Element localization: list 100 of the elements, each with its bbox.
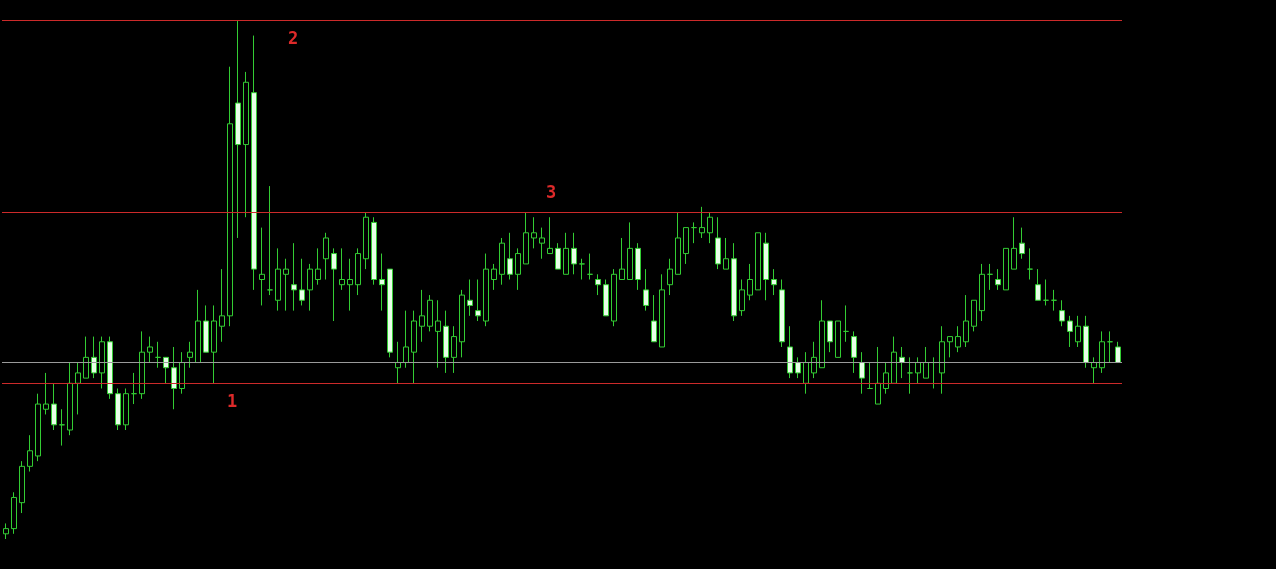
candlestick bbox=[11, 491, 17, 535]
candlestick bbox=[123, 387, 129, 431]
candlestick bbox=[571, 232, 577, 275]
candlestick bbox=[419, 289, 425, 343]
candlestick bbox=[267, 185, 273, 296]
candlestick bbox=[91, 336, 97, 379]
candlestick bbox=[499, 237, 505, 286]
candlestick bbox=[1115, 341, 1121, 364]
candlestick bbox=[603, 279, 609, 317]
candlestick bbox=[523, 211, 529, 265]
candlestick bbox=[459, 289, 465, 358]
candlestick bbox=[1035, 268, 1041, 301]
candlestick bbox=[1075, 315, 1081, 348]
candlestick bbox=[331, 247, 337, 322]
candlestick bbox=[387, 268, 393, 358]
candlestick bbox=[891, 336, 897, 384]
candlestick bbox=[235, 19, 241, 239]
candlestick bbox=[963, 294, 969, 348]
candlestick bbox=[403, 310, 409, 369]
candlestick bbox=[131, 372, 137, 405]
candlestick bbox=[283, 258, 289, 312]
candlestick bbox=[683, 227, 689, 265]
candlestick bbox=[483, 253, 489, 327]
candlestick bbox=[931, 356, 937, 389]
candlestick bbox=[531, 216, 537, 249]
candlestick bbox=[827, 320, 833, 353]
candlestick bbox=[155, 341, 161, 369]
candlestick bbox=[803, 351, 809, 395]
candlestick bbox=[539, 227, 545, 260]
candlestick bbox=[955, 325, 961, 353]
candlestick bbox=[1051, 289, 1057, 312]
candlestick bbox=[587, 253, 593, 280]
candlestick bbox=[731, 242, 737, 322]
candlestick bbox=[579, 258, 585, 280]
candlestick bbox=[555, 242, 561, 270]
candlestick bbox=[811, 341, 817, 379]
candlestick bbox=[291, 242, 297, 312]
candlestick bbox=[923, 346, 929, 379]
candlestick bbox=[411, 310, 417, 384]
candlestick bbox=[83, 336, 89, 379]
candlestick bbox=[259, 227, 265, 306]
candlestick bbox=[1019, 227, 1025, 260]
candlestick bbox=[339, 247, 345, 291]
candlestick bbox=[347, 258, 353, 312]
candlestick bbox=[723, 237, 729, 270]
candlestick bbox=[19, 460, 25, 514]
candlestick bbox=[875, 346, 881, 405]
candlestick bbox=[59, 408, 65, 447]
candlestick bbox=[563, 232, 569, 275]
candlestick bbox=[43, 372, 49, 415]
candlestick bbox=[851, 330, 857, 374]
annotation: 2 bbox=[288, 27, 299, 48]
candlestick bbox=[3, 522, 9, 540]
candlestick bbox=[203, 304, 209, 353]
candlestick bbox=[243, 71, 249, 218]
annotation: 1 bbox=[227, 390, 238, 411]
candlestick bbox=[947, 336, 953, 358]
candlestick bbox=[1107, 330, 1113, 364]
candlestick bbox=[835, 320, 841, 358]
candlestick bbox=[1011, 216, 1017, 270]
candlestick bbox=[619, 237, 625, 280]
candlestick bbox=[115, 387, 121, 431]
candlestick bbox=[515, 247, 521, 291]
candlestick bbox=[795, 356, 801, 379]
candlestick bbox=[995, 268, 1001, 291]
candlestick bbox=[739, 279, 745, 317]
candlestick bbox=[547, 216, 553, 255]
candlestick bbox=[1043, 279, 1049, 306]
candlestick bbox=[915, 356, 921, 384]
candlestick bbox=[99, 336, 105, 389]
candlestick bbox=[715, 216, 721, 270]
candlestick bbox=[1091, 356, 1097, 384]
candlestick bbox=[35, 393, 41, 462]
candlestick bbox=[171, 346, 177, 410]
candlestick bbox=[307, 263, 313, 312]
candlestick bbox=[675, 211, 681, 275]
candlestick bbox=[443, 310, 449, 374]
candlestick bbox=[75, 362, 81, 415]
candlestick bbox=[691, 221, 697, 244]
candlestick bbox=[179, 351, 185, 395]
candlestick bbox=[747, 263, 753, 301]
candlestick bbox=[859, 351, 865, 395]
candlestick bbox=[771, 268, 777, 296]
candlestick bbox=[987, 263, 993, 291]
candlestick bbox=[707, 211, 713, 244]
candlestick bbox=[395, 341, 401, 384]
candlestick bbox=[819, 299, 825, 369]
candlestick bbox=[315, 247, 321, 286]
candlestick bbox=[187, 341, 193, 369]
candlestick bbox=[147, 336, 153, 364]
candlestick bbox=[779, 279, 785, 348]
candlestick bbox=[363, 211, 369, 270]
candlestick bbox=[427, 294, 433, 332]
candlestick bbox=[1099, 330, 1105, 374]
candlestick bbox=[475, 279, 481, 322]
candlestick bbox=[467, 279, 473, 317]
candlestick bbox=[139, 330, 145, 400]
candlestick bbox=[979, 263, 985, 322]
candlestick bbox=[883, 362, 889, 395]
candlestick bbox=[635, 242, 641, 291]
